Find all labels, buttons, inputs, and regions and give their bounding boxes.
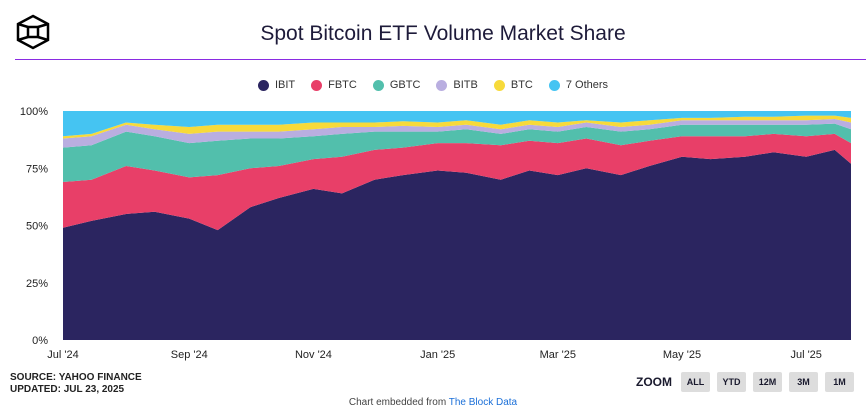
legend-marker	[436, 79, 448, 91]
legend-item-fbtc[interactable]: FBTC	[311, 79, 357, 91]
zoom-label: ZOOM	[636, 375, 672, 389]
legend-label: 7 Others	[565, 79, 609, 91]
legend-label: BTC	[510, 79, 533, 91]
legend-item-btc[interactable]: BTC	[493, 79, 533, 91]
x-tick-label: Nov '24	[295, 349, 332, 361]
x-tick-label: Jul '24	[47, 349, 78, 361]
y-tick-label: 50%	[26, 221, 48, 233]
source-label: SOURCE: YAHOO FINANCE	[10, 372, 142, 383]
zoom-12m-button[interactable]: 12M	[753, 372, 782, 392]
area-btc	[63, 115, 851, 139]
zoom-all-button[interactable]: ALL	[681, 372, 710, 392]
stacked-area-chart: 0% 25% 50% 75% 100% Jul '24 Sep '24 Nov '24 Jan …	[20, 106, 851, 361]
chart-title: Spot Bitcoin ETF Volume Market Share	[260, 22, 626, 45]
legend-label: FBTC	[328, 79, 357, 91]
area-7-others	[63, 111, 851, 137]
legend-label: IBIT	[274, 79, 296, 91]
legend-label: BITB	[453, 79, 478, 91]
legend-marker	[257, 79, 269, 91]
legend-item-gbtc[interactable]: GBTC	[372, 79, 421, 91]
legend-label: GBTC	[389, 79, 421, 91]
legend-marker	[493, 79, 505, 91]
legend-item-ibit[interactable]: IBIT	[257, 79, 296, 91]
header-divider	[15, 59, 866, 60]
area-bitb	[63, 119, 851, 148]
legend: IBIT FBTC GBTC BITB BTC 7 Others	[0, 79, 866, 91]
area-gbtc	[63, 123, 851, 182]
x-tick-label: Jan '25	[420, 349, 455, 361]
legend-marker	[311, 79, 323, 91]
source-info: SOURCE: YAHOO FINANCE UPDATED: JUL 23, 2…	[10, 372, 142, 396]
y-tick-label: 25%	[26, 278, 48, 290]
the-block-logo	[16, 14, 50, 50]
updated-label: UPDATED: JUL 23, 2025	[10, 384, 125, 395]
x-tick-label: Jul '25	[790, 349, 821, 361]
legend-item-7-others[interactable]: 7 Others	[548, 79, 609, 91]
zoom-3m-button[interactable]: 3M	[789, 372, 818, 392]
zoom-1m-button[interactable]: 1M	[825, 372, 854, 392]
legend-marker	[372, 79, 384, 91]
area-fbtc	[63, 133, 851, 231]
x-tick-label: Mar '25	[540, 349, 576, 361]
area-ibit	[63, 149, 851, 340]
y-tick-label: 75%	[26, 163, 48, 175]
x-tick-label: May '25	[663, 349, 701, 361]
y-tick-label: 100%	[20, 106, 48, 118]
x-tick-label: Sep '24	[171, 349, 208, 361]
zoom-ytd-button[interactable]: YTD	[717, 372, 746, 392]
legend-marker	[548, 79, 560, 91]
y-tick-label: 0%	[32, 335, 48, 347]
zoom-controls: ZOOM ALL YTD 12M 3M 1M	[636, 372, 854, 392]
legend-item-bitb[interactable]: BITB	[436, 79, 478, 91]
